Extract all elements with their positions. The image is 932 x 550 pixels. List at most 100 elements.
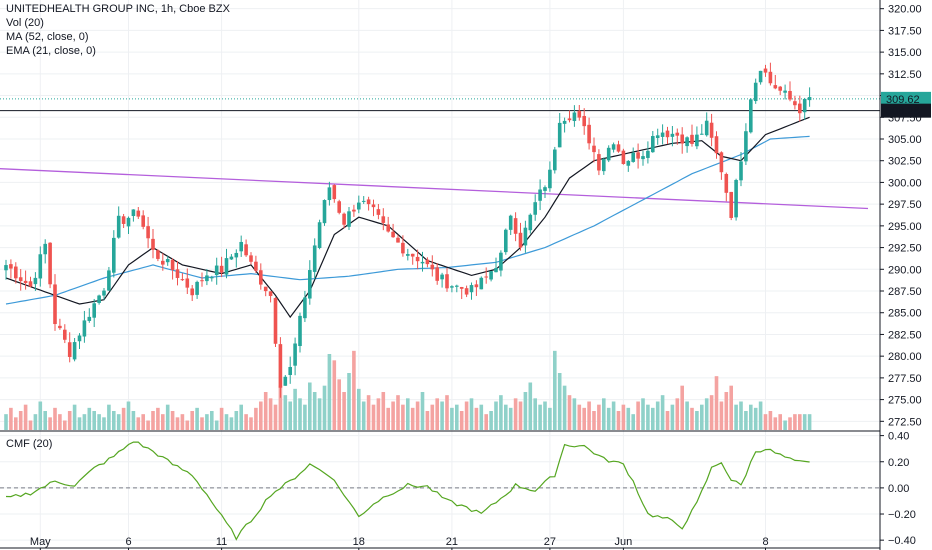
candle-body (4, 265, 8, 271)
vol-indicator-label[interactable]: Vol (20) (6, 17, 44, 29)
volume-bar (577, 404, 582, 430)
candle-body (195, 281, 199, 295)
volume-bar (621, 404, 626, 430)
candle-body (151, 238, 155, 250)
candle-body (308, 270, 312, 299)
candle-body (77, 335, 82, 342)
volume-bar (4, 414, 8, 430)
trendline[interactable] (0, 168, 869, 210)
volume-bar (729, 385, 733, 430)
candle-body (523, 227, 528, 246)
y-tick-label: 295.00 (888, 221, 922, 233)
last-price-label: 309.62 (886, 94, 920, 106)
volume-bar (479, 404, 484, 430)
candle-body (597, 154, 601, 171)
ma-path (5, 135, 810, 305)
candle-body (342, 213, 346, 225)
y-tick-label: 297.50 (888, 199, 922, 211)
volume-bar (533, 398, 537, 430)
volume-bar (690, 407, 694, 430)
volume-bar (420, 392, 425, 430)
candle-body (729, 191, 733, 218)
candle-body (366, 199, 371, 205)
candle-body (63, 329, 67, 340)
candle-body (205, 275, 209, 282)
candle-body (744, 131, 748, 162)
volume-bar (161, 414, 165, 430)
candle-body (719, 152, 724, 173)
y-tick-label: 282.50 (888, 329, 922, 341)
y-axis-ticks: 320.00317.50315.00312.50310.00307.50305.… (880, 4, 922, 547)
volume-bar (655, 401, 660, 430)
chart-title[interactable]: UNITEDHEALTH GROUP INC, 1h, Cboe BZX (6, 3, 230, 15)
volume-bar (523, 392, 528, 430)
volume-bar (528, 382, 533, 430)
volume-bar (675, 398, 680, 430)
candle-body (381, 216, 386, 223)
volume-bar (200, 417, 204, 430)
candle-body (685, 137, 689, 147)
y-tick-label: 277.50 (888, 373, 922, 385)
candle-body (680, 134, 684, 144)
volume-bar (381, 392, 386, 430)
candle-body (146, 226, 150, 239)
candle-body (214, 265, 219, 276)
volume-bar (709, 395, 714, 430)
volume-bar (553, 350, 557, 430)
candle-body (611, 144, 616, 150)
volume-bar (572, 398, 577, 430)
volume-bar (332, 360, 337, 430)
volume-bar (538, 404, 542, 430)
candle-body (631, 152, 635, 162)
volume-bar (298, 398, 302, 430)
ema-indicator-label[interactable]: EMA (21, close, 0) (6, 45, 96, 57)
volume-bar (489, 411, 493, 430)
cmf-line (5, 441, 810, 541)
volume-bar (406, 398, 410, 430)
candle-body (317, 222, 322, 248)
volume-bar (288, 401, 292, 430)
candle-body (278, 344, 283, 388)
candle-body (170, 259, 175, 270)
candle-body (489, 271, 493, 280)
volume-bar (170, 411, 175, 430)
volume-bar (14, 417, 18, 430)
volume-bar (768, 411, 773, 430)
volume-bar (700, 404, 704, 430)
candle-body (58, 325, 62, 329)
candle-body (234, 252, 239, 258)
volume-bar (92, 411, 96, 430)
volume-bar (410, 407, 415, 430)
ma-line (5, 135, 810, 305)
volume-bar (214, 420, 219, 430)
candle-body (332, 185, 337, 200)
volume-bar (273, 404, 278, 430)
horizontal-line[interactable] (0, 98, 880, 112)
candle-body (783, 90, 787, 93)
volume-bar (366, 395, 371, 430)
volume-bar (425, 411, 430, 430)
volume-bar (440, 401, 444, 430)
candle-body (136, 210, 141, 217)
ma-indicator-label[interactable]: MA (52, close, 0) (6, 31, 89, 43)
volume-bar (175, 417, 180, 430)
volume-bar (239, 404, 243, 430)
cmf-indicator-label[interactable]: CMF (20) (6, 438, 53, 450)
cmf-tick-label: −0.20 (888, 509, 916, 521)
candle-body (229, 256, 234, 260)
candle-body (116, 215, 121, 238)
candle-body (82, 320, 87, 337)
volume-bar (342, 392, 346, 430)
cmf-tick-label: −0.40 (888, 535, 916, 547)
candle-body (420, 261, 425, 264)
candle-body (87, 316, 92, 321)
volume-bar (788, 417, 792, 430)
volume-bar (592, 411, 596, 430)
candle-body (670, 133, 675, 137)
candle-body (557, 122, 562, 148)
volume-bar (190, 411, 194, 430)
y-tick-label: 272.50 (888, 416, 922, 428)
volume-bar (660, 395, 665, 430)
trendline-path (0, 168, 869, 210)
